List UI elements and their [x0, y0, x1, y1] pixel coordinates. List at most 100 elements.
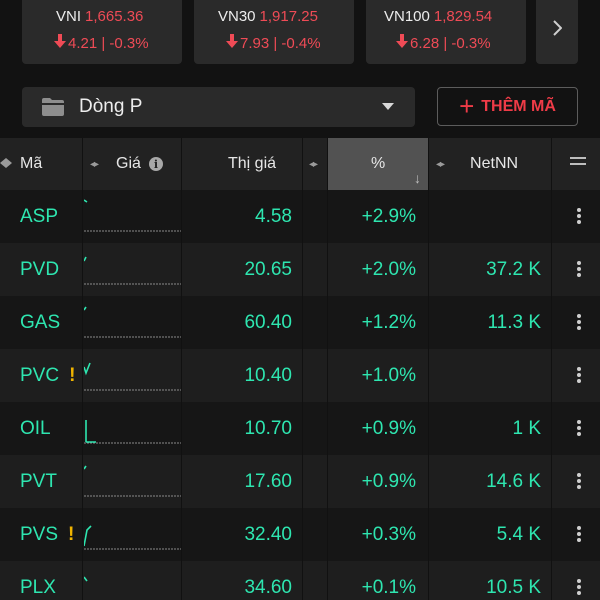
column-resize-handle[interactable]: ◂▸ [303, 138, 327, 190]
table-row[interactable]: PVT 17.60 +0.9% 14.6 K [0, 455, 600, 508]
column-resize-icon[interactable]: ◂▸ [90, 158, 99, 170]
symbol-text: ASP [20, 205, 59, 227]
info-icon[interactable]: i [148, 157, 163, 171]
price-cell: 17.60 [244, 470, 292, 492]
percent-change-cell: +0.9% [361, 470, 416, 492]
more-vertical-icon[interactable] [576, 420, 582, 438]
symbol-text: PVS [20, 523, 59, 545]
symbol-cell: GAS [20, 296, 60, 349]
index-points: 1,917.25 [259, 8, 318, 25]
column-header-percent[interactable]: % [328, 138, 428, 190]
table-row[interactable]: OIL 10.70 +0.9% 1 K [0, 402, 600, 455]
table-row[interactable]: PLX 34.60 +0.1% 10.5 K [0, 561, 600, 600]
column-divider [82, 138, 83, 600]
symbol-cell: PLX [20, 561, 56, 600]
symbol-cell: OIL [20, 402, 51, 455]
caret-down-icon [382, 103, 394, 110]
net-foreign-cell: 37.2 K [486, 258, 541, 280]
percent-change-cell: +2.9% [361, 205, 416, 227]
percent-change-cell: +0.3% [361, 523, 416, 545]
more-vertical-icon[interactable] [576, 261, 582, 279]
price-cell: 4.58 [255, 205, 292, 227]
plus-icon: + [459, 90, 475, 121]
index-points: 1,829.54 [433, 8, 493, 25]
sort-descending-icon: ↓ [414, 170, 421, 186]
next-indices-button[interactable] [536, 0, 578, 64]
sparkline-chart [84, 576, 88, 582]
symbol-cell: PVC! [20, 349, 75, 402]
column-divider [551, 138, 552, 600]
warning-icon: ! [69, 364, 76, 386]
index-name: VN30 [218, 8, 256, 25]
watchlist-group-label: Dòng P [79, 96, 143, 117]
column-header-label: % [371, 155, 386, 172]
column-header-symbol[interactable]: Mã [0, 138, 82, 190]
column-header-label: Mã [20, 155, 43, 172]
price-cell: 60.40 [244, 311, 292, 333]
sparkline-chart [84, 420, 181, 444]
percent-change-cell: +0.1% [361, 576, 416, 598]
index-change: 7.93 | -0.4% [240, 35, 321, 52]
sort-handle-icon [0, 155, 12, 173]
add-symbol-label: THÊM MÃ [481, 97, 556, 115]
column-header-netnn[interactable]: ◂▸ NetNN [429, 138, 551, 190]
add-symbol-button[interactable]: + THÊM MÃ [437, 87, 578, 126]
net-foreign-cell [430, 190, 541, 243]
sparkline-chart [84, 465, 181, 497]
percent-change-cell: +0.9% [361, 417, 416, 439]
symbol-text: PVT [20, 470, 57, 492]
column-header-label: Giá [116, 155, 141, 172]
column-header-label: NetNN [470, 155, 519, 172]
percent-change-cell: +1.2% [361, 311, 416, 333]
price-cell: 10.70 [244, 417, 292, 439]
more-vertical-icon[interactable] [576, 314, 582, 332]
table-row[interactable]: ASP 4.58 +2.9% [0, 190, 600, 243]
price-cell: 10.40 [244, 364, 292, 386]
column-divider [428, 138, 429, 600]
symbol-cell: PVD [20, 243, 59, 296]
column-divider [181, 138, 182, 600]
symbol-text: GAS [20, 311, 61, 333]
net-foreign-cell: 5.4 K [496, 523, 541, 545]
index-points: 1,665.36 [85, 8, 144, 25]
symbol-text: PLX [20, 576, 56, 598]
column-header-market-price[interactable]: Thị giá [182, 138, 302, 190]
index-card-vni[interactable]: VNI 1,665.36 4.21 | -0.3% [22, 0, 182, 64]
hamburger-menu-icon[interactable] [570, 157, 586, 169]
net-foreign-cell: 14.6 K [486, 470, 541, 492]
index-cards: VNI 1,665.36 4.21 | -0.3% VN30 1,917.25 7.… [0, 0, 600, 64]
price-cell: 20.65 [244, 258, 292, 280]
table-row[interactable]: PVD 20.65 +2.0% 37.2 K [0, 243, 600, 296]
symbol-cell: ASP [20, 190, 58, 243]
symbol-text: PVD [20, 258, 60, 280]
more-vertical-icon[interactable] [576, 208, 582, 226]
column-resize-icon[interactable]: ◂▸ [436, 158, 445, 170]
more-vertical-icon[interactable] [576, 367, 582, 385]
watchlist-group-select[interactable]: Dòng P [22, 87, 415, 127]
percent-change-cell: +1.0% [361, 364, 416, 386]
table-row[interactable]: GAS 60.40 +1.2% 11.3 K [0, 296, 600, 349]
index-change: 4.21 | -0.3% [68, 35, 149, 52]
net-foreign-cell: 1 K [512, 417, 541, 439]
symbol-text: PVC [20, 364, 60, 386]
price-cell: 34.60 [244, 576, 292, 598]
table-row[interactable]: PVS! 32.40 +0.3% 5.4 K [0, 508, 600, 561]
more-vertical-icon[interactable] [576, 579, 582, 597]
net-foreign-cell [430, 349, 541, 402]
table-row[interactable]: PVC! 10.40 +1.0% [0, 349, 600, 402]
table-header: Mã ◂▸ Giá i Thị giá ◂▸ % ◂▸ NetNN [0, 138, 600, 190]
symbol-cell: PVT [20, 455, 57, 508]
index-name: VNI [56, 8, 82, 25]
sparkline-chart [84, 256, 181, 285]
arrow-down-icon [54, 34, 66, 52]
index-card-vn100[interactable]: VN100 1,829.54 6.28 | -0.3% [366, 0, 526, 64]
warning-icon: ! [68, 523, 75, 545]
percent-change-cell: +2.0% [361, 258, 416, 280]
index-name: VN100 [384, 8, 430, 25]
net-foreign-cell: 11.3 K [487, 311, 541, 333]
more-vertical-icon[interactable] [576, 473, 582, 491]
column-header-price[interactable]: ◂▸ Giá i [83, 138, 181, 190]
more-vertical-icon[interactable] [576, 526, 582, 544]
sparkline-chart [84, 362, 181, 391]
index-card-vn30[interactable]: VN30 1,917.25 7.93 | -0.4% [194, 0, 354, 64]
